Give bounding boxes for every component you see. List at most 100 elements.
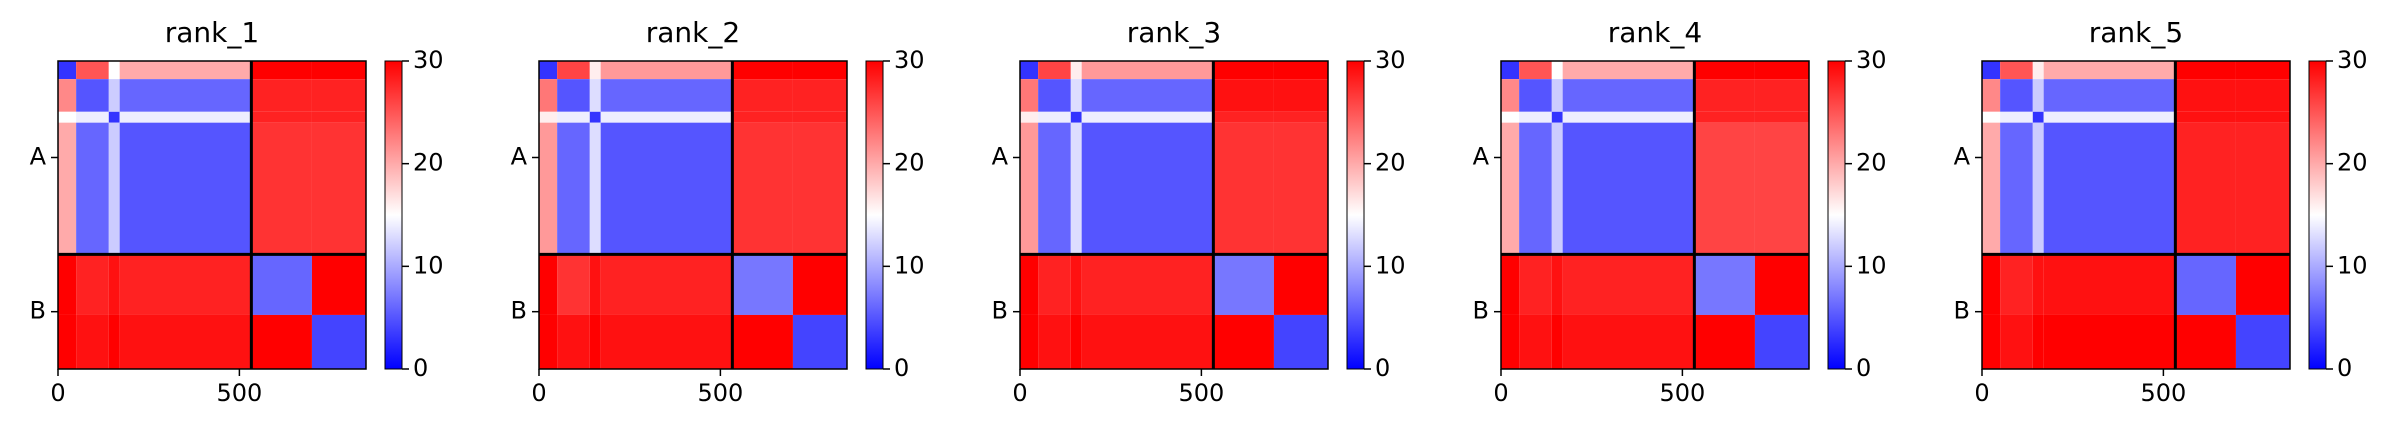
heatmap-cell: [1273, 122, 1328, 255]
heatmap-cell: [1038, 314, 1071, 369]
heatmap-cell: [119, 61, 252, 80]
heatmap-cell: [1070, 111, 1082, 123]
y-tick-label: A: [1954, 142, 1971, 170]
heatmap-cell: [1754, 61, 1809, 80]
colorbar: [865, 60, 884, 370]
heatmap-cell: [1562, 111, 1695, 123]
heatmap-cell: [2032, 61, 2044, 80]
heatmap-cell: [58, 254, 77, 315]
heatmap-cell: [119, 254, 252, 315]
heatmap-cell: [119, 79, 252, 112]
heatmap-cell: [589, 314, 601, 369]
heatmap-cell: [1273, 79, 1328, 112]
heatmap-cell: [1551, 111, 1563, 123]
heatmap-cell: [1551, 79, 1563, 112]
heatmap-cell: [1081, 111, 1214, 123]
heatmap-cell: [1551, 254, 1563, 315]
heatmap-cell: [792, 122, 847, 255]
heatmap-cell: [1754, 254, 1809, 315]
heatmap-cell: [2043, 61, 2176, 80]
heatmap-cell: [539, 61, 558, 80]
heatmap-cell: [1551, 122, 1563, 255]
x-tick-label: 500: [216, 379, 262, 407]
y-tick-label: B: [511, 297, 527, 325]
heatmap-cell: [1038, 122, 1071, 255]
colorbar-tick-label: 30: [2337, 46, 2368, 74]
y-tick-label: A: [1473, 142, 1490, 170]
colorbar-tick-label: 20: [2337, 149, 2368, 177]
colorbar-tick-label: 10: [1375, 251, 1406, 279]
plot-frame: [1019, 60, 1329, 370]
colorbar-tick-label: 0: [2337, 354, 2352, 382]
heatmap-cell: [108, 79, 120, 112]
heatmap-cell: [1070, 61, 1082, 80]
heatmap-cell: [1501, 111, 1520, 123]
heatmap-cell: [1070, 254, 1082, 315]
colorbar: [2308, 60, 2327, 370]
x-tick-label: 0: [50, 379, 65, 407]
heatmap-cell: [1562, 61, 1695, 80]
heatmap-cell: [1519, 254, 1552, 315]
heatmap-cell: [1501, 61, 1520, 80]
plot-frame: [1981, 60, 2291, 370]
x-tick-label: 500: [1659, 379, 1705, 407]
heatmap-cell: [2175, 314, 2236, 369]
heatmap-cell: [1020, 111, 1039, 123]
heatmap-cell: [1273, 314, 1328, 369]
heatmap-cell: [251, 314, 312, 369]
heatmap-cell: [539, 122, 558, 255]
heatmap-cell: [1551, 314, 1563, 369]
heatmap-cell: [1020, 314, 1039, 369]
y-tick-label: B: [1473, 297, 1489, 325]
heatmap-cell: [1562, 79, 1695, 112]
colorbar-tick-label: 20: [1856, 149, 1887, 177]
x-tick-label: 500: [2140, 379, 2186, 407]
heatmap-cell: [1754, 111, 1809, 123]
heatmap-cell: [557, 314, 590, 369]
heatmap-cell: [58, 79, 77, 112]
x-tick-label: 0: [1012, 379, 1027, 407]
heatmap-cell: [1081, 79, 1214, 112]
heatmap-cell: [732, 79, 793, 112]
heatmap-cell: [1754, 79, 1809, 112]
heatmap-cell: [1213, 314, 1274, 369]
heatmap-cell: [76, 111, 109, 123]
x-tick-label: 0: [1493, 379, 1508, 407]
heatmap-cell: [108, 61, 120, 80]
y-tick-label: A: [511, 142, 528, 170]
heatmap-cell: [589, 79, 601, 112]
colorbar-tick-label: 0: [894, 354, 909, 382]
colorbar-tick-label: 30: [894, 46, 925, 74]
heatmap-cell: [2235, 254, 2290, 315]
heatmap-cell: [251, 79, 312, 112]
heatmap-cell: [589, 61, 601, 80]
heatmap-cell: [732, 254, 793, 315]
heatmap-cell: [2235, 61, 2290, 80]
heatmap-cell: [2235, 122, 2290, 255]
colorbar-tick-label: 30: [1856, 46, 1887, 74]
heatmap-cell: [2000, 314, 2033, 369]
heatmap-cell: [1694, 122, 1755, 255]
heatmap-cell: [1754, 122, 1809, 255]
x-tick-label: 0: [531, 379, 546, 407]
heatmap-cell: [1070, 79, 1082, 112]
heatmap-cell: [1273, 111, 1328, 123]
heatmap-cell: [119, 314, 252, 369]
heatmap-cell: [1694, 254, 1755, 315]
heatmap-cell: [1694, 111, 1755, 123]
heatmap-cell: [539, 111, 558, 123]
heatmap-cell: [251, 61, 312, 80]
heatmap-cell: [1694, 61, 1755, 80]
heatmap-cell: [2175, 111, 2236, 123]
heatmap-cell: [1020, 79, 1039, 112]
heatmap-cell: [1501, 314, 1520, 369]
heatmap-cell: [2043, 122, 2176, 255]
heatmap-cell: [2043, 79, 2176, 112]
heatmap-cell: [58, 111, 77, 123]
heatmap-cell: [2032, 314, 2044, 369]
heatmap-cell: [1982, 314, 2001, 369]
heatmap-cell: [1501, 122, 1520, 255]
heatmap-cell: [1694, 314, 1755, 369]
heatmap-cell: [792, 79, 847, 112]
heatmap-cell: [1038, 61, 1071, 80]
